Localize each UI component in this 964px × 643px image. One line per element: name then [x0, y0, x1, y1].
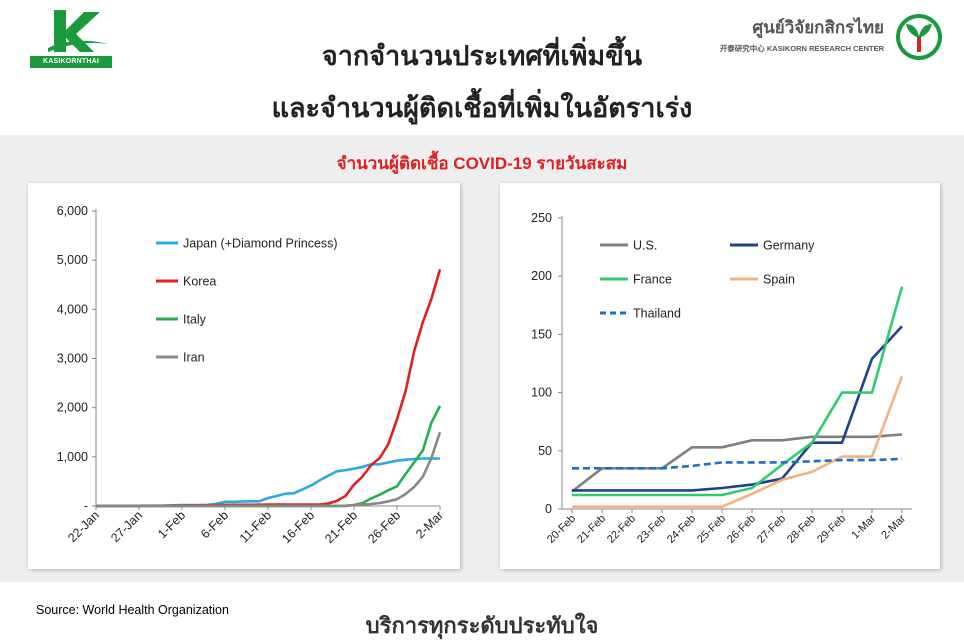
x-tick-label: 2-Mar [413, 508, 446, 541]
x-tick-label: 2-Mar [879, 512, 908, 541]
y-tick-label: 100 [531, 386, 552, 400]
series-line-france [572, 286, 904, 497]
y-tick-label: 250 [531, 211, 552, 225]
x-tick-label: 6-Feb [198, 508, 231, 541]
kresearch-logo-subtitle: 开泰研究中心 KASIKORN RESEARCH CENTER [719, 44, 884, 53]
legend-label: Germany [763, 239, 815, 253]
y-tick-label: 200 [531, 269, 552, 283]
x-tick-label: 24-Feb [665, 513, 698, 546]
y-tick-label: 1,000 [57, 450, 88, 464]
kresearch-logo-name: ศูนย์วิจัยกสิกรไทย [752, 18, 884, 37]
series-line-thailand [572, 457, 903, 470]
series-line-germany [572, 325, 903, 492]
x-tick-label: 23-Feb [635, 513, 668, 546]
x-tick-label: 29-Feb [815, 513, 848, 546]
y-tick-label: 3,000 [57, 352, 88, 366]
footer-slogan: บริการทุกระดับประทับใจ [365, 613, 599, 638]
y-tick-label: 150 [531, 327, 552, 341]
legend-label: Spain [763, 273, 795, 287]
legend-label: Iran [183, 351, 205, 365]
y-tick-label: 2,000 [57, 401, 88, 415]
chart-subtitle: จำนวนผู้ติดเชื้อ COVID-19 รายวันสะสม [336, 154, 628, 173]
x-tick-label: 27-Jan [108, 508, 145, 545]
y-tick-label: 0 [545, 502, 552, 516]
x-tick-label: 25-Feb [695, 513, 728, 546]
legend-label: Korea [183, 275, 216, 289]
series-line-korea [96, 269, 442, 508]
x-tick-label: 27-Feb [755, 513, 788, 546]
x-tick-label: 28-Feb [785, 513, 818, 546]
kresearch-emblem-icon [896, 14, 942, 60]
chart-box-left: - 1,000 2,000 3,000 4,000 5,000 6,000 22-Jan 27-… [28, 183, 460, 569]
page-title-line-2: และจำนวนผู้ติดเชื้อที่เพิ่มในอัตราเร่ง [271, 93, 693, 123]
series-line-spain [572, 375, 904, 509]
y-tick-label: 6,000 [57, 204, 88, 218]
legend-label: France [633, 273, 672, 287]
x-tick-label: 22-Feb [605, 513, 638, 546]
page-title-line-1: จากจำนวนประเทศที่เพิ่มขึ้น [321, 41, 643, 71]
x-tick-label: 16-Feb [279, 508, 317, 546]
series-line-japan [96, 457, 441, 508]
legend-label: Thailand [633, 307, 681, 321]
y-tick-label: - [84, 499, 88, 513]
kasikornthai-logo: KASIKORNTHAI [30, 8, 112, 68]
x-tick-label: 26-Feb [365, 508, 403, 546]
x-tick-label: 1-Mar [849, 512, 878, 541]
series-line-iran [96, 431, 442, 508]
legend-label: Japan (+Diamond Princess) [183, 237, 338, 251]
legend-label: U.S. [633, 239, 657, 253]
x-tick-label: 26-Feb [725, 513, 758, 546]
source-note: Source: World Health Organization [36, 603, 229, 617]
y-tick-label: 5,000 [57, 253, 88, 267]
x-tick-label: 21-Feb [575, 513, 608, 546]
line-chart-asia-europe: - 1,000 2,000 3,000 4,000 5,000 6,000 22-Jan 27-… [57, 204, 446, 546]
chart-box-right: 0 50 100 150 200 250 20-Feb 21-Feb 22-Feb 23-Feb 2… [500, 183, 940, 569]
x-tick-label: 20-Feb [545, 513, 578, 546]
x-tick-label: 22-Jan [65, 508, 102, 545]
x-tick-label: 21-Feb [322, 508, 360, 546]
line-chart-west-thailand: 05010015020025020-Feb21-Feb22-Feb23-Feb2… [531, 211, 912, 546]
x-tick-label: 11-Feb [237, 508, 274, 545]
y-tick-label: 4,000 [57, 302, 88, 316]
kasikornthai-logo-text: KASIKORNTHAI [30, 56, 112, 68]
legend-label: Italy [183, 313, 207, 327]
y-tick-label: 50 [538, 444, 552, 458]
kresearch-logo: ศูนย์วิจัยกสิกรไทย 开泰研究中心 KASIKORN RESEA… [672, 10, 952, 66]
series-line-italy [96, 405, 442, 508]
x-tick-label: 1-Feb [155, 508, 188, 541]
kasikorn-k-icon [48, 10, 108, 52]
